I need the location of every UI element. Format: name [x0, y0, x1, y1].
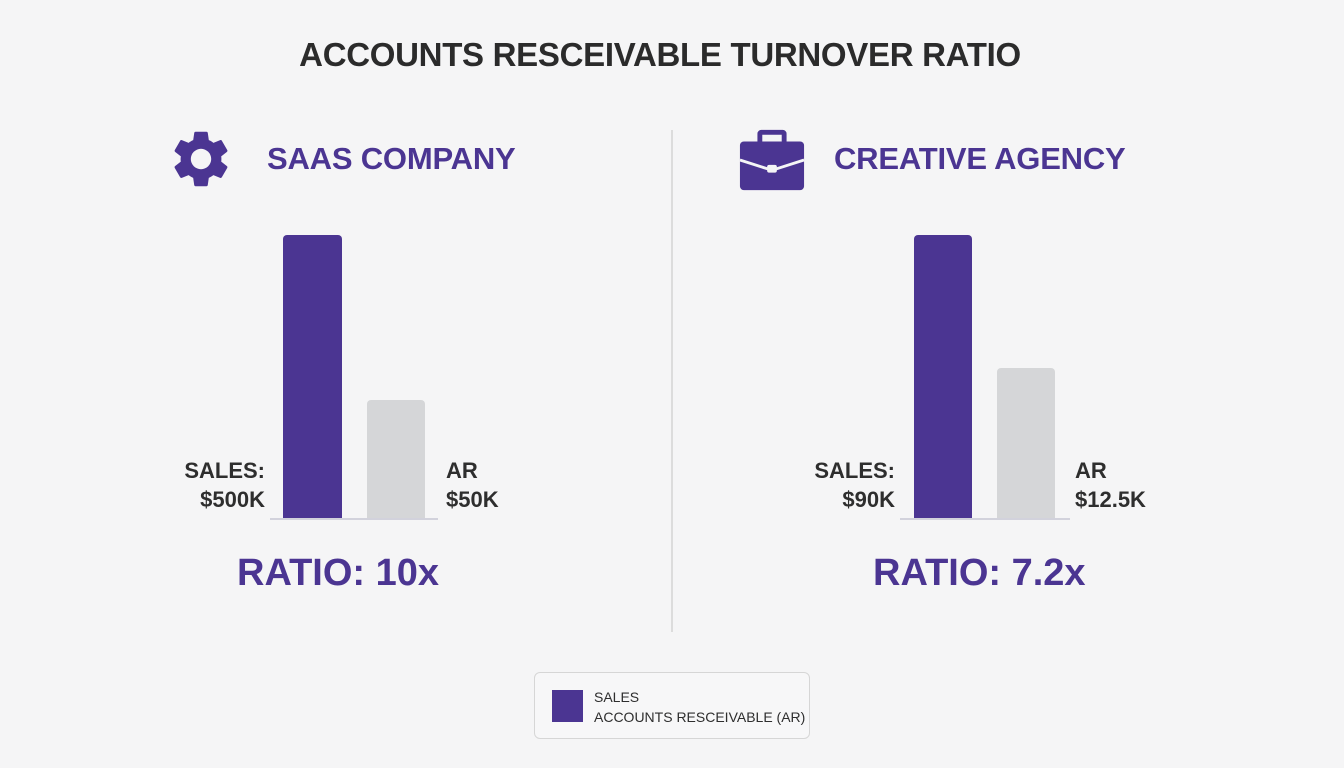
panel-divider [671, 130, 673, 632]
ar-bar [997, 368, 1055, 519]
panel-header-agency: CREATIVE AGENCY [738, 125, 1126, 193]
legend-item-sales: SALES [594, 689, 640, 705]
ratio-value: RATIO: 7.2x [873, 552, 1086, 594]
chart-title: ACCOUNTS RESCEIVABLE TURNOVER RATIO [299, 36, 1021, 73]
ar-label: AR $12.5K [1075, 458, 1146, 512]
sales-bar [283, 235, 342, 519]
panel-title: SAAS COMPANY [267, 141, 516, 176]
panel-header-saas: SAAS COMPANY [167, 125, 516, 193]
briefcase-icon [738, 125, 806, 193]
legend-item-ar: ACCOUNTS RESCEIVABLE (AR) [594, 709, 806, 725]
gear-icon [167, 125, 235, 193]
ar-bar [367, 400, 425, 519]
panel-title: CREATIVE AGENCY [834, 141, 1126, 176]
baseline [270, 518, 438, 520]
sales-label: SALES: $90K [814, 458, 895, 512]
sales-bar [914, 235, 972, 519]
ar-label: AR $50K [446, 458, 499, 512]
sales-label: SALES: $500K [184, 458, 265, 512]
ratio-value: RATIO: 10x [237, 552, 440, 594]
legend-swatch-sales [552, 690, 583, 722]
baseline [900, 518, 1070, 520]
legend: SALES ACCOUNTS RESCEIVABLE (AR) [534, 672, 810, 739]
